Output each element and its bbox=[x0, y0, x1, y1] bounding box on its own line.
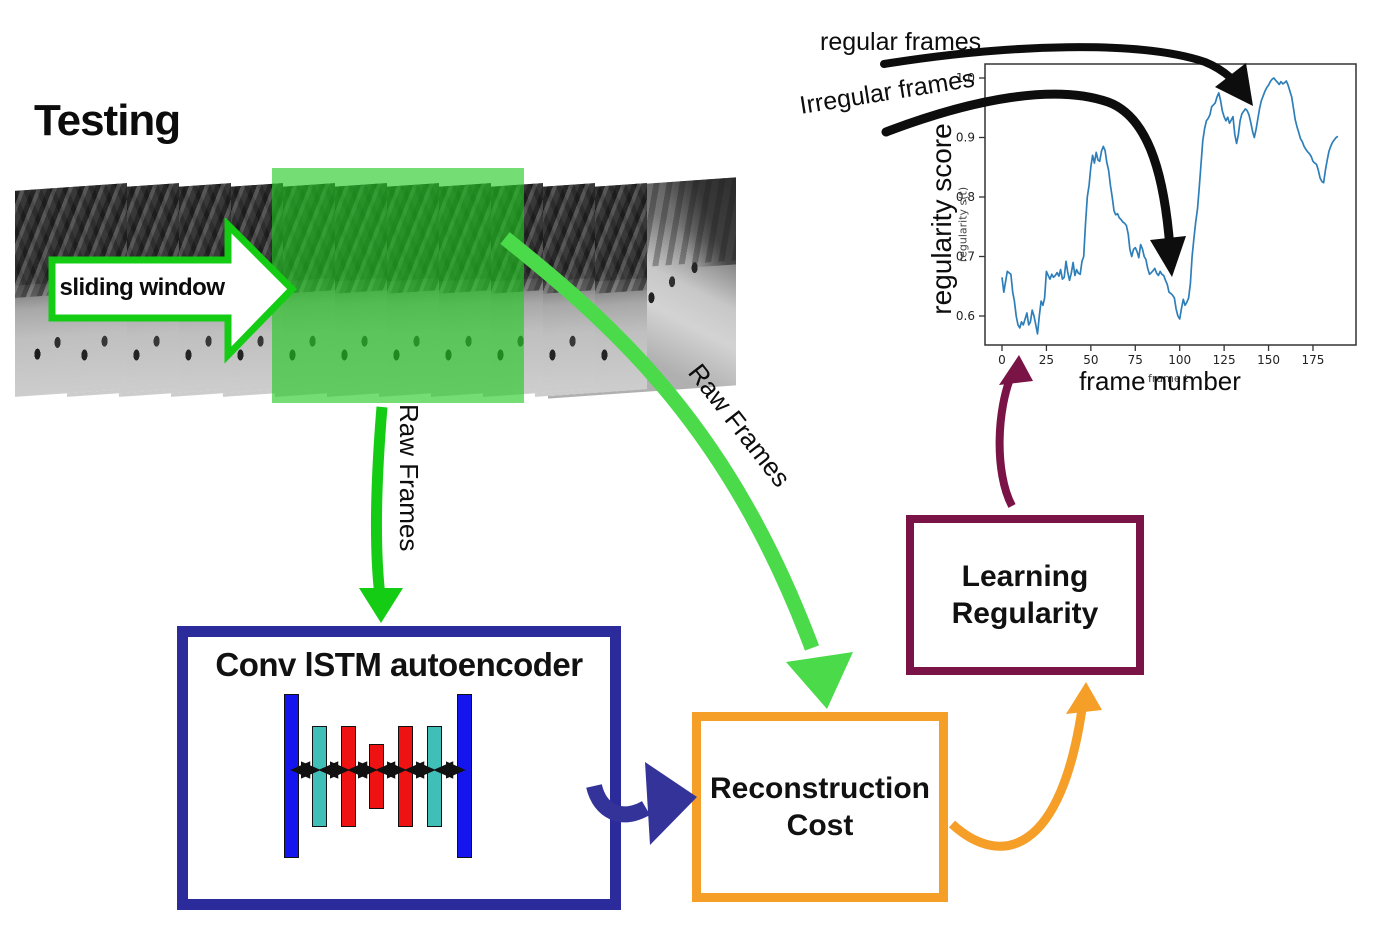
autoencoder-to-cost-arrowhead bbox=[645, 762, 697, 845]
x-tick-label: 50 bbox=[1083, 353, 1098, 367]
reconstruction-cost-label: Reconstruction Cost bbox=[710, 770, 930, 845]
x-tick-label: 125 bbox=[1213, 353, 1236, 367]
raw-frames-label-curved: Raw Frames bbox=[682, 358, 797, 493]
chart-ylabel: regularity score bbox=[926, 123, 957, 315]
learning-line1: Learning bbox=[961, 559, 1089, 593]
raw-frames-down-arrow bbox=[370, 406, 388, 597]
reconstruction-line1: Reconstruction bbox=[709, 771, 931, 805]
autoencoder-layer-bar bbox=[284, 694, 299, 858]
cost-to-learning-arrow bbox=[948, 701, 1088, 851]
autoencoder-title: Conv lSTM autoencoder bbox=[215, 646, 583, 683]
y-tick-label: 0.7 bbox=[956, 250, 975, 264]
sliding-window-arrow bbox=[48, 218, 297, 364]
page-title: Testing bbox=[34, 96, 181, 145]
regular-frames-annotation: regular frames bbox=[820, 28, 982, 56]
autoencoder-layer-bar bbox=[369, 744, 384, 809]
learning-regularity-label: Learning Regularity bbox=[952, 558, 1099, 633]
chart-ylabel-inner: regularity s(t) bbox=[956, 186, 970, 263]
learning-line2: Regularity bbox=[951, 597, 1099, 630]
reconstruction-cost-box: Reconstruction Cost bbox=[692, 712, 948, 902]
sliding-window-label: sliding window bbox=[59, 274, 225, 301]
learning-regularity-box: Learning Regularity bbox=[906, 515, 1144, 675]
chart-xlabel-inner: frame t bbox=[1148, 372, 1189, 385]
sliding-window-highlight bbox=[272, 168, 524, 403]
sliding-window-arrow-shape bbox=[48, 218, 297, 364]
x-tick-label: 100 bbox=[1168, 353, 1191, 367]
autoencoder-layer-bar bbox=[341, 726, 356, 827]
autoencoder-layer-bar bbox=[312, 726, 327, 827]
y-tick-label: 0.6 bbox=[956, 309, 975, 323]
chart-xlabel: frame number bbox=[1079, 366, 1241, 396]
x-tick-label: 175 bbox=[1302, 353, 1325, 367]
cost-to-learning-arrowhead bbox=[1066, 682, 1102, 714]
autoencoder-layer-bar bbox=[457, 694, 472, 858]
x-tick-label: 150 bbox=[1257, 353, 1280, 367]
x-tick-label: 25 bbox=[1039, 353, 1054, 367]
autoencoder-layer-bar bbox=[427, 726, 442, 827]
autoencoder-layer-bar bbox=[398, 726, 413, 827]
reconstruction-line2: Cost bbox=[786, 809, 854, 842]
y-tick-label: 0.9 bbox=[956, 131, 975, 145]
x-tick-label: 75 bbox=[1128, 353, 1143, 367]
regularity-score-line bbox=[1001, 77, 1339, 335]
raw-frames-curve-arrowhead bbox=[786, 652, 853, 709]
raw-frames-label-vertical: Raw Frames bbox=[394, 404, 424, 552]
x-tick-label: 0 bbox=[998, 353, 1006, 367]
